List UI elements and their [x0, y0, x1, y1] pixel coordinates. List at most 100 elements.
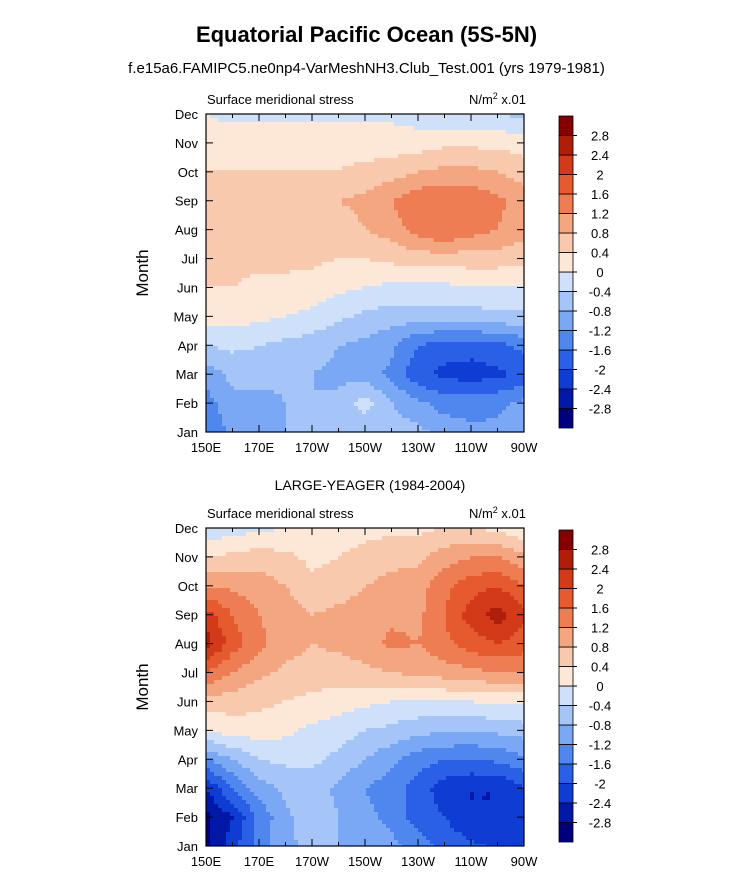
contour-cell: [374, 198, 378, 202]
contour-cell: [470, 318, 474, 322]
contour-cell: [390, 306, 394, 310]
contour-cell: [350, 202, 354, 206]
contour-cell: [430, 222, 434, 226]
contour-cell: [338, 350, 342, 354]
contour-cell: [294, 338, 298, 342]
contour-cell: [338, 202, 342, 206]
contour-cell: [470, 314, 474, 318]
contour-cell: [326, 230, 330, 234]
contour-cell: [398, 234, 402, 238]
contour-cell: [470, 298, 474, 302]
contour-cell: [498, 238, 502, 242]
contour-cell: [294, 114, 298, 118]
contour-cell: [490, 234, 494, 238]
contour-cell: [230, 310, 234, 314]
contour-cell: [210, 286, 214, 290]
contour-cell: [230, 314, 234, 318]
contour-cell: [238, 266, 242, 270]
contour-cell: [250, 194, 254, 198]
contour-cell: [346, 302, 350, 306]
contour-cell: [318, 222, 322, 226]
contour-cell: [306, 166, 310, 170]
contour-cell: [518, 250, 522, 254]
contour-cell: [458, 190, 462, 194]
contour-cell: [482, 218, 486, 222]
contour-cell: [250, 166, 254, 170]
contour-cell: [366, 238, 370, 242]
contour-cell: [398, 346, 402, 350]
contour-cell: [422, 218, 426, 222]
contour-cell: [518, 302, 522, 306]
contour-cell: [258, 266, 262, 270]
contour-cell: [262, 354, 266, 358]
contour-cell: [502, 274, 506, 278]
contour-cell: [494, 186, 498, 190]
contour-cell: [410, 182, 414, 186]
contour-cell: [386, 250, 390, 254]
contour-cell: [506, 322, 510, 326]
contour-cell: [298, 338, 302, 342]
contour-cell: [466, 170, 470, 174]
contour-cell: [338, 166, 342, 170]
contour-cell: [438, 230, 442, 234]
contour-cell: [486, 250, 490, 254]
contour-cell: [442, 354, 446, 358]
contour-cell: [426, 258, 430, 262]
contour-cell: [438, 330, 442, 334]
contour-cell: [238, 158, 242, 162]
contour-cell: [350, 258, 354, 262]
contour-cell: [206, 218, 210, 222]
contour-cell: [514, 242, 518, 246]
contour-cell: [410, 230, 414, 234]
contour-cell: [402, 318, 406, 322]
contour-cell: [486, 238, 490, 242]
contour-cell: [434, 134, 438, 138]
contour-cell: [486, 126, 490, 130]
contour-cell: [382, 306, 386, 310]
contour-cell: [290, 262, 294, 266]
contour-cell: [510, 270, 514, 274]
contour-cell: [470, 194, 474, 198]
contour-cell: [522, 286, 524, 290]
contour-cell: [262, 242, 266, 246]
contour-cell: [466, 194, 470, 198]
contour-cell: [206, 202, 210, 206]
contour-cell: [514, 278, 518, 282]
contour-cell: [438, 138, 442, 142]
contour-cell: [330, 218, 334, 222]
contour-cell: [338, 326, 342, 330]
contour-cell: [426, 134, 430, 138]
contour-cell: [334, 254, 338, 258]
contour-cell: [382, 342, 386, 346]
contour-cell: [346, 126, 350, 130]
contour-cell: [294, 278, 298, 282]
contour-cell: [318, 302, 322, 306]
contour-cell: [454, 198, 458, 202]
contour-cell: [246, 278, 250, 282]
contour-cell: [322, 290, 326, 294]
contour-cell: [318, 186, 322, 190]
contour-cell: [322, 150, 326, 154]
contour-cell: [410, 118, 414, 122]
contour-cell: [478, 330, 482, 334]
contour-cell: [378, 238, 382, 242]
contour-cell: [206, 138, 210, 142]
contour-cell: [246, 258, 250, 262]
contour-cell: [522, 166, 524, 170]
contour-cell: [486, 158, 490, 162]
contour-cell: [410, 266, 414, 270]
contour-cell: [370, 290, 374, 294]
contour-cell: [386, 346, 390, 350]
contour-cell: [322, 222, 326, 226]
contour-cell: [334, 166, 338, 170]
contour-cell: [234, 186, 238, 190]
contour-cell: [414, 210, 418, 214]
contour-cell: [218, 142, 222, 146]
contour-cell: [414, 286, 418, 290]
contour-cell: [474, 266, 478, 270]
contour-cell: [414, 262, 418, 266]
contour-cell: [306, 114, 310, 118]
contour-cell: [298, 114, 302, 118]
contour-cell: [422, 238, 426, 242]
contour-cell: [426, 230, 430, 234]
